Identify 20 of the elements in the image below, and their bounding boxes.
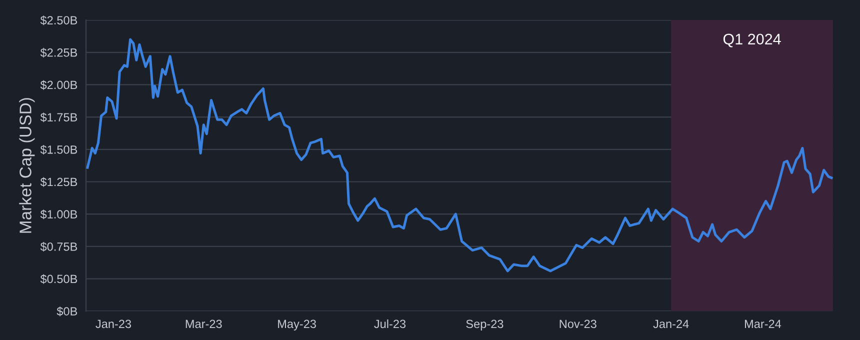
- y-tick-label: $1.00B: [40, 210, 78, 220]
- x-tick-label: Jul-23: [374, 319, 406, 328]
- y-tick-label: $0B: [56, 306, 78, 316]
- x-tick-label: Mar-23: [186, 320, 222, 328]
- y-tick-label: $2.25B: [40, 48, 78, 58]
- x-tick-label: Jan-23: [96, 320, 132, 328]
- y-tick-label: $0.75B: [40, 242, 78, 252]
- y-tick-label: $1.25B: [40, 177, 78, 187]
- y-tick-label: $2.00B: [40, 80, 78, 90]
- y-axis-title: Market Cap (USD): [19, 98, 35, 233]
- y-tick-label: $2.50B: [40, 16, 78, 26]
- x-tick-label: Sep-23: [466, 320, 504, 330]
- x-tick-label: May-23: [278, 320, 316, 330]
- y-tick-label: $0.50B: [40, 274, 78, 284]
- band-label: Q1 2024: [723, 34, 781, 48]
- x-tick-label: Nov-23: [560, 320, 596, 328]
- y-tick-label: $1.50B: [40, 144, 78, 155]
- x-tick-label: Mar-24: [745, 320, 782, 328]
- y-tick-label: $1.75B: [40, 112, 78, 122]
- x-tick-label: Jan-24: [653, 320, 689, 328]
